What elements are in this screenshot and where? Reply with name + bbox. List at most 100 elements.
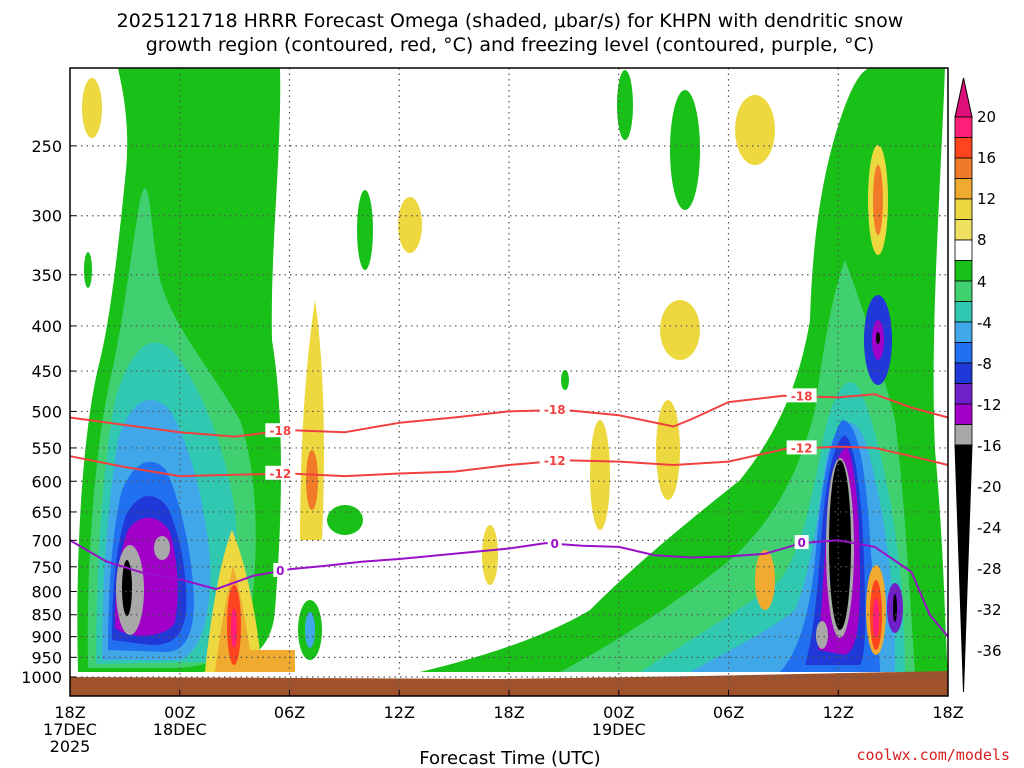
- omega-region-yellow-upper-2: [398, 197, 422, 253]
- omega-region-yellow-low-mid: [482, 525, 498, 585]
- contour-label: 0: [797, 536, 805, 550]
- contour-label-bg: [794, 535, 809, 550]
- contour-lines: -18 -18 -18 -12 -12 -12 0 0 0: [69, 388, 949, 638]
- omega-region-black-right: [893, 594, 897, 622]
- colorbar-segment: [954, 239, 973, 261]
- x-tick-label: 06Z: [713, 703, 744, 722]
- colorbar-segment: [954, 116, 973, 138]
- contour-label: -18: [544, 403, 566, 417]
- omega-region-yellow-upper: [82, 78, 102, 138]
- y-tick-label: 700: [31, 531, 62, 550]
- y-tick-label: 800: [31, 583, 62, 602]
- omega-core-black-late: [829, 460, 851, 630]
- colorbar-segment: [954, 321, 973, 343]
- omega-region-blue-low: [305, 612, 315, 648]
- colorbar-label: -28: [977, 560, 1002, 578]
- omega-region-yellow-low-mid-2: [755, 550, 775, 610]
- credit-text[interactable]: coolwx.com/models: [856, 746, 1010, 764]
- omega-region-black-upper-late: [876, 332, 880, 344]
- y-tick-label: 350: [31, 266, 62, 285]
- colorbar-label: 4: [977, 273, 987, 291]
- x-tick-label: 06Z: [274, 703, 305, 722]
- contour-label: -12: [270, 467, 292, 481]
- contour-label-bg: [786, 440, 817, 455]
- y-tick-label: 600: [31, 472, 62, 491]
- x-tick-label: 2025: [50, 737, 91, 756]
- y-tick-label: 250: [31, 137, 62, 156]
- omega-region-yellow-upper-mid: [660, 300, 700, 360]
- omega-region-magenta-descent: [231, 608, 237, 648]
- contour-line: [69, 445, 949, 478]
- y-tick-label: 950: [31, 648, 62, 667]
- x-axis-label: Forecast Time (UTC): [419, 748, 600, 768]
- colorbar-label: -20: [977, 478, 1002, 496]
- colorbar-segment: [954, 342, 973, 364]
- colorbar-label: 16: [977, 149, 996, 167]
- colorbar-label: -16: [977, 437, 1002, 455]
- y-tick-label: 550: [31, 439, 62, 458]
- y-tick-label: 750: [31, 558, 62, 577]
- omega-region-green-upper-mid: [670, 90, 700, 210]
- contour-label-bg: [265, 465, 296, 480]
- colorbar-label: -32: [977, 601, 1002, 619]
- contour-label-bg: [539, 402, 570, 417]
- contour-label-bg: [273, 562, 288, 577]
- omega-shading: [77, 68, 948, 672]
- chart-title-line2: growth region (contoured, red, °C) and f…: [146, 34, 875, 56]
- y-tick-label: 400: [31, 317, 62, 336]
- x-tick-label: 00Z: [164, 703, 195, 722]
- colorbar-segment: [954, 157, 973, 179]
- omega-region-gray-early-2: [154, 536, 170, 560]
- y-tick-label: 850: [31, 606, 62, 625]
- x-tick-label: 00Z: [603, 703, 634, 722]
- y-tick-label: 1000: [21, 668, 62, 687]
- x-tick-label: 18Z: [54, 703, 85, 722]
- omega-region-gold-lowlevel: [240, 650, 295, 672]
- contour-label: 0: [276, 564, 284, 578]
- chart-title-line1: 2025121718 HRRR Forecast Omega (shaded, …: [117, 10, 904, 32]
- y-tick-label: 450: [31, 362, 62, 381]
- omega-region-yellow-mid-2: [656, 400, 680, 500]
- x-tick-label: 19DEC: [592, 720, 646, 739]
- x-tick-label: 12Z: [823, 703, 854, 722]
- omega-region-orange-column: [306, 450, 318, 510]
- colorbar-label: 12: [977, 190, 996, 208]
- contour-label-bg: [547, 535, 562, 550]
- omega-region-green-blob: [327, 505, 363, 535]
- y-tick-label: 300: [31, 207, 62, 226]
- omega-region-green-tiny: [561, 370, 569, 390]
- colorbar-label: 20: [977, 108, 996, 126]
- colorbar-bottom-arrow: [954, 444, 973, 693]
- colorbar-segment: [954, 383, 973, 405]
- omega-region-magenta-low-late: [873, 598, 879, 638]
- colorbar-segment: [954, 280, 973, 302]
- omega-region-yellow-mid: [590, 420, 610, 530]
- contour-label: -12: [544, 454, 566, 468]
- colorbar-segment: [954, 198, 973, 220]
- omega-core-black-early: [122, 560, 132, 616]
- omega-region-green-upper: [357, 190, 373, 270]
- contour-label: -18: [270, 424, 292, 438]
- colorbar-label: -36: [977, 642, 1002, 660]
- contour-label: 0: [551, 537, 559, 551]
- x-tick-label: 18DEC: [153, 720, 207, 739]
- x-tick-label: 18Z: [932, 703, 963, 722]
- x-tick-label: 12Z: [384, 703, 415, 722]
- colorbar-segment: [954, 219, 973, 241]
- contour-label: -18: [791, 389, 813, 403]
- colorbar-label: -4: [977, 314, 992, 332]
- colorbar-segment: [954, 137, 973, 159]
- colorbar-top-arrow: [954, 77, 973, 118]
- contour-label-bg: [786, 388, 817, 403]
- contour-label-bg: [539, 453, 570, 468]
- y-tick-label: 900: [31, 628, 62, 647]
- grid-lines: [70, 68, 948, 696]
- y-tick-label: 650: [31, 503, 62, 522]
- contour-label-bg: [265, 423, 296, 438]
- colorbar-segment: [954, 178, 973, 200]
- omega-region-gray-late-2: [816, 621, 828, 649]
- omega-region-green-tiny-2: [84, 252, 92, 288]
- omega-region-yellow-upper-right: [735, 95, 775, 165]
- y-axis: 250 300 350 400 450 500 550 600 650 700 750 800 850 9…: [21, 137, 76, 687]
